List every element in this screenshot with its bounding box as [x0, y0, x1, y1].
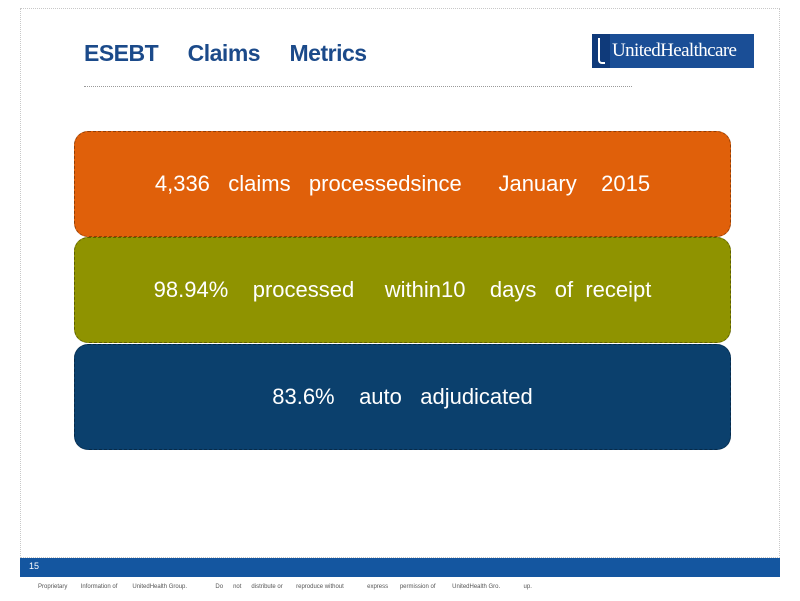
- metric-box-processed-within-10-days: 98.94% processed within10 days of receip…: [74, 237, 731, 343]
- metric-text-claims-processed: 4,336 claims processedsince January 2015: [154, 171, 651, 196]
- slide-title: ESEBT Claims Metrics: [84, 40, 367, 66]
- metric-text-processed-within-10-days: 98.94% processed within10 days of receip…: [153, 277, 652, 302]
- metric-box-claims-processed: 4,336 claims processedsince January 2015: [74, 131, 731, 237]
- title-divider: [84, 86, 632, 87]
- footer-bar: 15: [20, 558, 780, 577]
- page-number: 15: [29, 561, 40, 571]
- slide-frame: [20, 8, 780, 558]
- footer-disclaimer: Proprietary Information of UnitedHealth …: [38, 584, 532, 590]
- metric-text-auto-adjudicated: 83.6% auto adjudicated: [272, 384, 533, 409]
- logo-text: UnitedHealthcare: [610, 34, 754, 68]
- unitedhealthcare-logo: UnitedHealthcare: [592, 34, 754, 68]
- metric-box-auto-adjudicated: 83.6% auto adjudicated: [74, 344, 731, 450]
- logo-mark-icon: [592, 34, 610, 68]
